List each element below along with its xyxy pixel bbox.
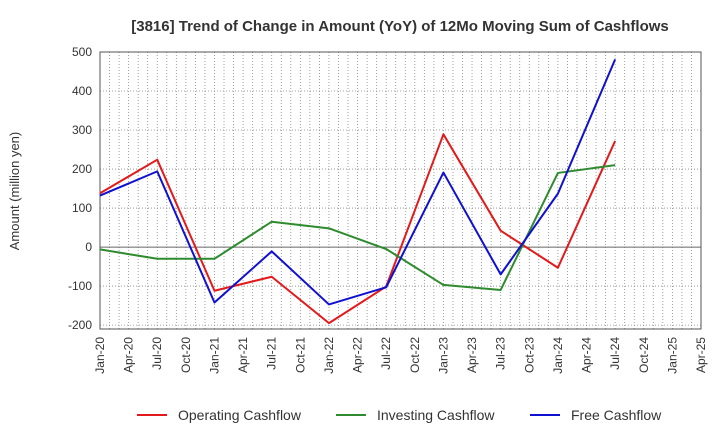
x-tick-label: Apr-21 — [236, 337, 250, 373]
plot-area — [99, 51, 702, 330]
y-tick-label: 200 — [72, 162, 92, 176]
x-tick-label: Oct-20 — [179, 337, 193, 373]
y-tick-labels: -200 -100 0 100 200 300 400 500 — [68, 45, 92, 332]
x-tick-label: Apr-23 — [465, 337, 479, 373]
x-tick-label: Jan-20 — [93, 337, 107, 374]
x-tick-label: Jul-23 — [494, 337, 508, 370]
legend: Operating Cashflow Investing Cashflow Free… — [137, 407, 662, 423]
grid — [100, 51, 701, 329]
x-tick-label: Jul-20 — [150, 337, 164, 370]
y-tick-label: -100 — [68, 279, 92, 293]
y-tick-label: -200 — [68, 318, 92, 332]
x-tick-label: Jan-22 — [322, 337, 336, 374]
y-axis-label: Amount (million yen) — [7, 132, 22, 251]
series-line-operating-cashflow — [99, 133, 617, 325]
legend-label: Free Cashflow — [571, 407, 662, 423]
x-tick-label: Oct-21 — [293, 337, 307, 373]
x-tick-label: Jan-23 — [436, 337, 450, 374]
x-tick-label: Jan-25 — [665, 337, 679, 374]
chart-title: [3816] Trend of Change in Amount (YoY) o… — [131, 18, 669, 35]
y-tick-label: 400 — [72, 84, 92, 98]
y-tick-label: 100 — [72, 201, 92, 215]
x-tick-label: Apr-20 — [122, 337, 136, 373]
x-tick-label: Jan-21 — [207, 337, 221, 374]
y-tick-label: 500 — [72, 45, 92, 59]
x-tick-label: Jul-21 — [265, 337, 279, 370]
x-tick-label: Jul-22 — [379, 337, 393, 370]
x-tick-label: Apr-25 — [694, 337, 708, 373]
x-tick-label: Apr-24 — [580, 337, 594, 373]
series-line-investing-cashflow — [99, 164, 616, 291]
x-tick-label: Apr-22 — [351, 337, 365, 373]
x-tick-label: Oct-22 — [408, 337, 422, 373]
legend-label: Investing Cashflow — [377, 407, 495, 423]
x-tick-label: Jan-24 — [551, 337, 565, 374]
series-line-free-cashflow — [99, 59, 617, 306]
series-lines — [99, 59, 617, 325]
x-tick-labels: Jan-20 Apr-20 Jul-20 Oct-20 Jan-21 Apr-21 Jul-… — [93, 337, 708, 374]
x-tick-label: Oct-24 — [637, 337, 651, 373]
y-tick-label: 0 — [85, 240, 92, 254]
x-tick-label: Oct-23 — [522, 337, 536, 373]
y-tick-label: 300 — [72, 123, 92, 137]
legend-label: Operating Cashflow — [178, 407, 302, 423]
x-tick-label: Jul-24 — [608, 337, 622, 370]
